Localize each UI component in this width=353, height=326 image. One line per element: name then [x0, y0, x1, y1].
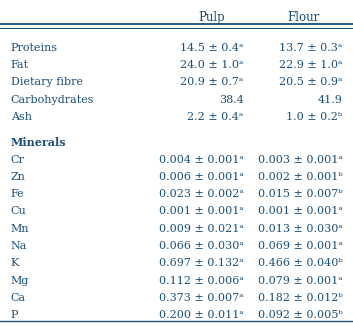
Text: 0.006 ± 0.001ᵃ: 0.006 ± 0.001ᵃ [159, 172, 244, 182]
Text: Na: Na [11, 241, 27, 251]
Text: 0.003 ± 0.001ᵃ: 0.003 ± 0.001ᵃ [258, 155, 342, 165]
Text: 14.5 ± 0.4ᵃ: 14.5 ± 0.4ᵃ [180, 43, 244, 53]
Text: Pulp: Pulp [198, 11, 225, 24]
Text: 0.009 ± 0.021ᵃ: 0.009 ± 0.021ᵃ [159, 224, 244, 234]
Text: 0.200 ± 0.011ᵃ: 0.200 ± 0.011ᵃ [159, 310, 244, 320]
Text: Flour: Flour [287, 11, 320, 24]
Text: 0.697 ± 0.132ᵃ: 0.697 ± 0.132ᵃ [159, 258, 244, 268]
Text: Fat: Fat [11, 60, 29, 70]
Text: Ca: Ca [11, 293, 26, 303]
Text: 0.182 ± 0.012ᵇ: 0.182 ± 0.012ᵇ [258, 293, 342, 303]
Text: Mg: Mg [11, 275, 29, 286]
Text: 20.5 ± 0.9ᵃ: 20.5 ± 0.9ᵃ [279, 77, 342, 87]
Text: 22.9 ± 1.0ᵃ: 22.9 ± 1.0ᵃ [279, 60, 342, 70]
Text: 0.004 ± 0.001ᵃ: 0.004 ± 0.001ᵃ [159, 155, 244, 165]
Text: 0.066 ± 0.030ᵃ: 0.066 ± 0.030ᵃ [159, 241, 244, 251]
Text: 13.7 ± 0.3ᵃ: 13.7 ± 0.3ᵃ [279, 43, 342, 53]
Text: Dietary fibre: Dietary fibre [11, 77, 83, 87]
Text: 0.001 ± 0.001ᵃ: 0.001 ± 0.001ᵃ [258, 206, 342, 216]
Text: 0.466 ± 0.040ᵇ: 0.466 ± 0.040ᵇ [258, 258, 342, 268]
Text: Zn: Zn [11, 172, 25, 182]
Text: 0.092 ± 0.005ᵇ: 0.092 ± 0.005ᵇ [258, 310, 342, 320]
Text: 0.013 ± 0.030ᵃ: 0.013 ± 0.030ᵃ [258, 224, 342, 234]
Text: Cu: Cu [11, 206, 26, 216]
Text: 2.2 ± 0.4ᵃ: 2.2 ± 0.4ᵃ [187, 112, 244, 122]
Text: 0.069 ± 0.001ᵃ: 0.069 ± 0.001ᵃ [258, 241, 342, 251]
Text: Proteins: Proteins [11, 43, 58, 53]
Text: Mn: Mn [11, 224, 29, 234]
Text: Fe: Fe [11, 189, 24, 199]
Text: 38.4: 38.4 [219, 95, 244, 105]
Text: 0.112 ± 0.006ᵃ: 0.112 ± 0.006ᵃ [159, 275, 244, 286]
Text: 24.0 ± 1.0ᵃ: 24.0 ± 1.0ᵃ [180, 60, 244, 70]
Text: 20.9 ± 0.7ᵃ: 20.9 ± 0.7ᵃ [180, 77, 244, 87]
Text: 1.0 ± 0.2ᵇ: 1.0 ± 0.2ᵇ [286, 112, 342, 122]
Text: Ash: Ash [11, 112, 31, 122]
Text: 0.023 ± 0.002ᵃ: 0.023 ± 0.002ᵃ [159, 189, 244, 199]
Text: 0.002 ± 0.001ᵇ: 0.002 ± 0.001ᵇ [258, 172, 342, 182]
Text: 0.079 ± 0.001ᵃ: 0.079 ± 0.001ᵃ [258, 275, 342, 286]
Text: 0.373 ± 0.007ᵃ: 0.373 ± 0.007ᵃ [159, 293, 244, 303]
Text: P: P [11, 310, 18, 320]
Text: K: K [11, 258, 19, 268]
Text: 41.9: 41.9 [318, 95, 342, 105]
Text: Cr: Cr [11, 155, 24, 165]
Text: 0.015 ± 0.007ᵇ: 0.015 ± 0.007ᵇ [258, 189, 342, 199]
Text: 0.001 ± 0.001ᵃ: 0.001 ± 0.001ᵃ [159, 206, 244, 216]
Text: Carbohydrates: Carbohydrates [11, 95, 94, 105]
Text: Minerals: Minerals [11, 137, 66, 148]
